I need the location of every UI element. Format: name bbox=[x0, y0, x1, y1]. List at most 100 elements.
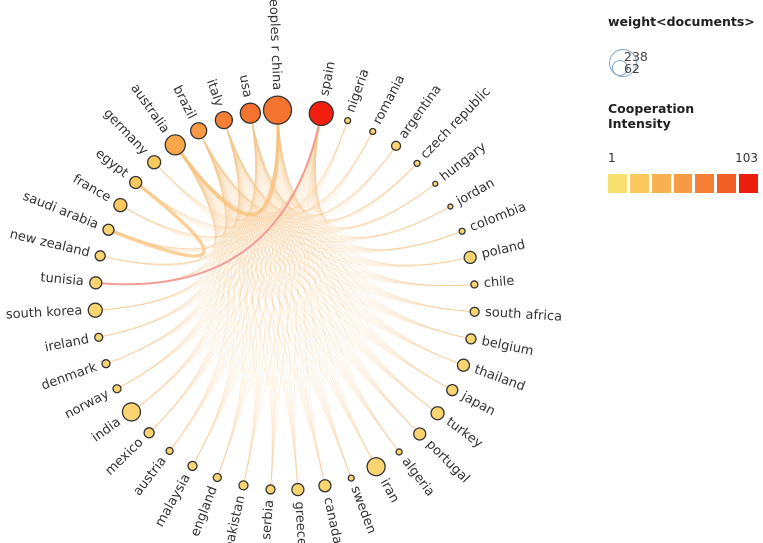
chord-link bbox=[249, 113, 299, 490]
chord-link bbox=[277, 110, 472, 340]
country-node[interactable] bbox=[456, 358, 471, 372]
country-node[interactable] bbox=[113, 197, 128, 213]
chord-link bbox=[100, 144, 217, 267]
country-node[interactable] bbox=[238, 480, 249, 491]
intensity-min-value: 1 bbox=[608, 151, 616, 165]
country-node[interactable] bbox=[291, 482, 305, 497]
chord-link bbox=[198, 130, 397, 220]
country-node[interactable] bbox=[430, 406, 445, 421]
country-label: romania bbox=[370, 73, 408, 127]
country-label: thailand bbox=[472, 362, 527, 394]
country-label: tunisia bbox=[40, 270, 85, 289]
country-node[interactable] bbox=[413, 159, 421, 168]
country-node[interactable] bbox=[112, 384, 122, 394]
country-node[interactable] bbox=[214, 110, 234, 130]
chord-link bbox=[249, 113, 471, 266]
chord-link bbox=[135, 113, 258, 229]
chord-link bbox=[314, 113, 475, 313]
country-label: turkey bbox=[443, 415, 485, 452]
chord-link bbox=[169, 119, 246, 452]
country-node[interactable] bbox=[347, 474, 355, 482]
country-label: austria bbox=[131, 454, 170, 499]
chord-link bbox=[198, 130, 374, 217]
country-node[interactable] bbox=[395, 448, 403, 456]
country-node[interactable] bbox=[94, 332, 104, 342]
chord-link bbox=[174, 144, 421, 435]
chord-link bbox=[174, 144, 273, 490]
chord-link bbox=[249, 113, 400, 453]
country-node[interactable] bbox=[143, 427, 155, 439]
country-label: sweden bbox=[347, 484, 378, 536]
country-node[interactable] bbox=[470, 280, 479, 289]
chord-link bbox=[98, 144, 217, 338]
chord-link bbox=[198, 130, 258, 486]
chord-link bbox=[192, 113, 261, 467]
country-label: england bbox=[188, 484, 221, 538]
chord-link bbox=[174, 144, 377, 467]
chord-link bbox=[311, 113, 397, 216]
chord-link bbox=[223, 119, 418, 223]
chord-link bbox=[223, 119, 451, 239]
country-node[interactable] bbox=[187, 460, 198, 472]
chord-link bbox=[294, 113, 322, 490]
chord-link bbox=[198, 130, 471, 267]
country-node[interactable] bbox=[308, 100, 334, 127]
country-node[interactable] bbox=[101, 359, 111, 369]
country-node[interactable] bbox=[458, 227, 466, 235]
country-label: serbia bbox=[259, 499, 277, 540]
country-node[interactable] bbox=[165, 446, 174, 456]
size-legend-small-circle bbox=[612, 60, 628, 76]
chord-link bbox=[216, 119, 254, 478]
country-node[interactable] bbox=[318, 479, 332, 493]
country-node[interactable] bbox=[89, 276, 103, 290]
chord-link bbox=[135, 119, 243, 230]
country-label: ireland bbox=[44, 332, 91, 355]
country-node[interactable] bbox=[413, 427, 427, 441]
chord-link bbox=[153, 130, 234, 225]
country-node[interactable] bbox=[87, 302, 103, 318]
country-node[interactable] bbox=[129, 175, 143, 190]
country-node[interactable] bbox=[94, 250, 106, 262]
country-node[interactable] bbox=[262, 95, 293, 125]
chord-link bbox=[198, 130, 451, 241]
chord-link bbox=[277, 110, 475, 313]
chord-link bbox=[314, 113, 451, 239]
chord-link bbox=[277, 110, 421, 435]
country-node[interactable] bbox=[239, 102, 261, 124]
country-node[interactable] bbox=[212, 472, 222, 483]
country-node[interactable] bbox=[369, 127, 377, 136]
country-node[interactable] bbox=[432, 180, 439, 187]
chord-link bbox=[135, 144, 223, 234]
country-label: south korea bbox=[6, 303, 83, 322]
chord-link bbox=[223, 119, 475, 313]
chord-link bbox=[198, 120, 349, 214]
country-node[interactable] bbox=[265, 484, 276, 495]
country-node[interactable] bbox=[344, 116, 352, 125]
chord-link bbox=[314, 113, 463, 251]
chord-link bbox=[192, 113, 322, 467]
chord-link bbox=[198, 130, 475, 287]
country-node[interactable] bbox=[164, 134, 186, 156]
country-node[interactable] bbox=[469, 306, 480, 317]
chord-link bbox=[249, 113, 326, 486]
country-node[interactable] bbox=[390, 140, 402, 151]
chord-link bbox=[249, 113, 276, 490]
country-node[interactable] bbox=[366, 457, 386, 477]
size-legend: 238 62 bbox=[608, 47, 668, 89]
country-node[interactable] bbox=[102, 223, 115, 236]
country-node[interactable] bbox=[463, 250, 477, 265]
chord-link bbox=[148, 113, 258, 434]
chord-link bbox=[120, 113, 257, 238]
chord-link bbox=[174, 144, 236, 467]
country-node[interactable] bbox=[146, 155, 162, 170]
chord-link bbox=[277, 110, 418, 221]
chord-link bbox=[198, 130, 438, 414]
country-node[interactable] bbox=[465, 333, 477, 345]
country-node[interactable] bbox=[446, 384, 459, 397]
country-node[interactable] bbox=[121, 402, 142, 422]
chord-link bbox=[249, 113, 377, 467]
chord-link bbox=[105, 144, 218, 365]
country-node[interactable] bbox=[190, 122, 208, 140]
chord-link bbox=[174, 144, 299, 490]
country-node[interactable] bbox=[447, 203, 454, 210]
